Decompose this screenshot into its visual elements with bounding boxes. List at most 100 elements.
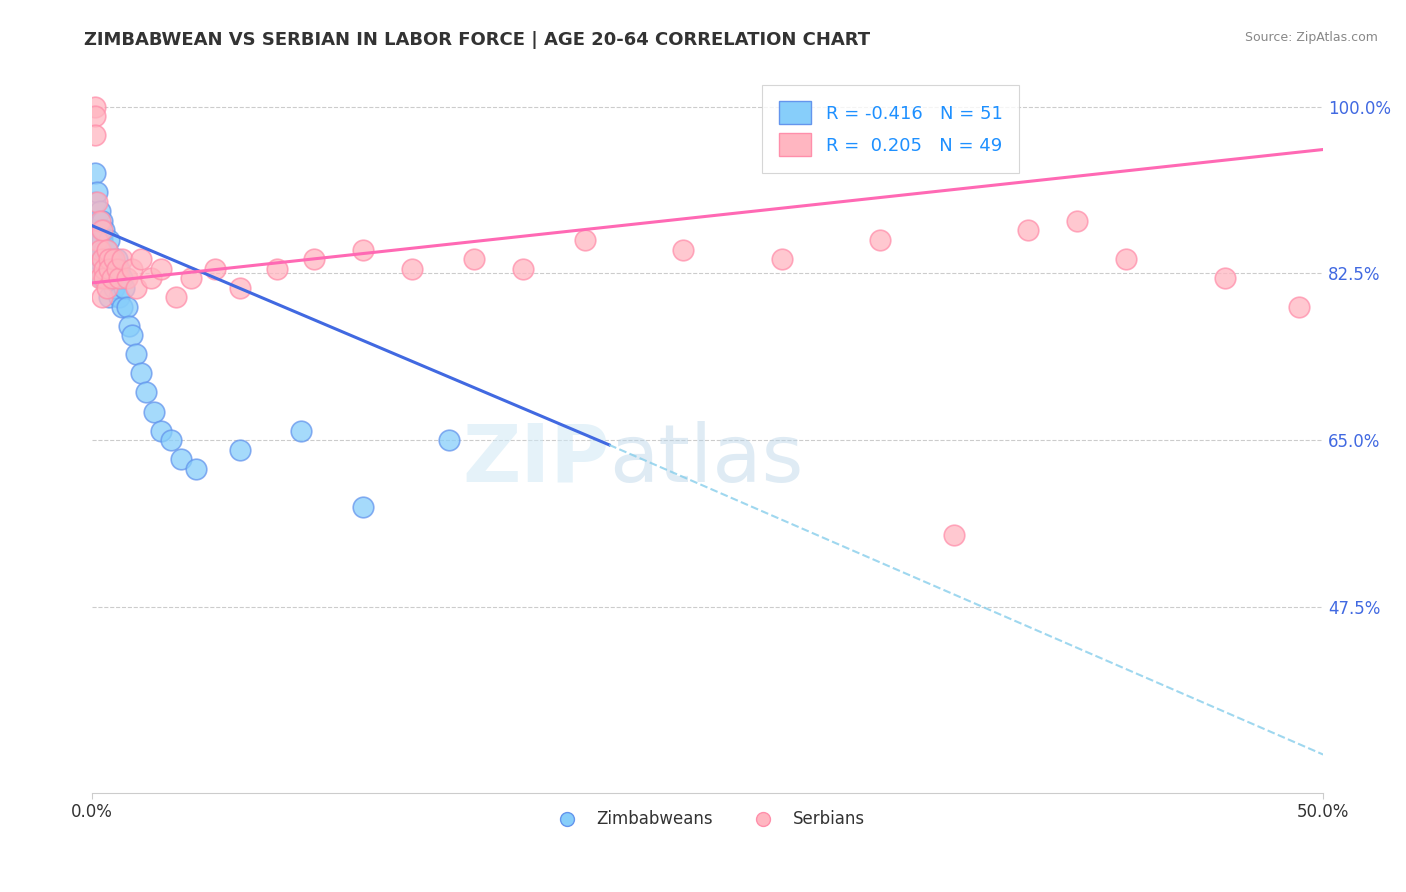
Point <box>98 290 121 304</box>
Point <box>229 442 252 457</box>
Point <box>89 243 111 257</box>
Point <box>89 223 111 237</box>
Point <box>89 233 111 247</box>
Point <box>1066 214 1088 228</box>
Text: ZIP: ZIP <box>463 420 609 499</box>
Point <box>96 243 118 257</box>
Point <box>942 528 965 542</box>
Point <box>91 223 114 237</box>
Point <box>869 233 891 247</box>
Point <box>115 271 138 285</box>
Point <box>103 280 125 294</box>
Point <box>111 300 134 314</box>
Point <box>1213 271 1236 285</box>
Point <box>672 243 695 257</box>
Point <box>401 261 423 276</box>
Point <box>111 271 134 285</box>
Text: atlas: atlas <box>609 420 804 499</box>
Point <box>112 280 135 294</box>
Point <box>108 261 131 276</box>
Point <box>93 261 115 276</box>
Point <box>96 252 118 266</box>
Point <box>165 290 187 304</box>
Point <box>103 252 125 266</box>
Point <box>125 280 148 294</box>
Point <box>91 252 114 266</box>
Point <box>86 194 108 209</box>
Point <box>98 261 121 276</box>
Point <box>91 233 114 247</box>
Point <box>204 261 226 276</box>
Text: ZIMBABWEAN VS SERBIAN IN LABOR FORCE | AGE 20-64 CORRELATION CHART: ZIMBABWEAN VS SERBIAN IN LABOR FORCE | A… <box>84 31 870 49</box>
Point <box>91 252 114 266</box>
Point <box>135 385 157 400</box>
Point <box>91 271 114 285</box>
Point <box>131 252 153 266</box>
Point <box>121 328 143 343</box>
Point <box>160 433 183 447</box>
Point <box>352 500 374 514</box>
Point <box>150 261 173 276</box>
Point <box>93 261 115 276</box>
Point <box>98 252 121 266</box>
Point <box>111 252 134 266</box>
Point <box>1017 223 1039 237</box>
Point <box>118 318 141 333</box>
Point <box>93 223 115 237</box>
Point <box>96 271 118 285</box>
Point <box>83 166 105 180</box>
Point <box>184 461 207 475</box>
Point <box>512 261 534 276</box>
Point <box>142 404 165 418</box>
Point <box>266 261 288 276</box>
Point <box>98 233 121 247</box>
Point <box>141 271 163 285</box>
Point <box>574 233 596 247</box>
Point <box>83 194 105 209</box>
Point <box>86 214 108 228</box>
Point <box>93 243 115 257</box>
Point <box>86 252 108 266</box>
Point <box>93 271 115 285</box>
Point <box>108 290 131 304</box>
Text: Source: ZipAtlas.com: Source: ZipAtlas.com <box>1244 31 1378 45</box>
Point <box>290 424 312 438</box>
Point <box>83 223 105 237</box>
Point <box>89 204 111 219</box>
Point <box>302 252 325 266</box>
Point <box>115 300 138 314</box>
Point <box>89 243 111 257</box>
Point <box>89 214 111 228</box>
Point <box>463 252 485 266</box>
Point <box>83 128 105 143</box>
Point <box>131 367 153 381</box>
Point <box>150 424 173 438</box>
Point <box>103 261 125 276</box>
Point <box>89 261 111 276</box>
Point <box>91 214 114 228</box>
Point <box>105 271 128 285</box>
Point <box>89 271 111 285</box>
Point <box>170 452 193 467</box>
Point <box>86 233 108 247</box>
Point <box>96 243 118 257</box>
Point <box>83 109 105 123</box>
Point <box>101 271 124 285</box>
Point <box>1115 252 1137 266</box>
Point <box>125 347 148 361</box>
Point <box>101 271 124 285</box>
Point <box>105 261 128 276</box>
Point <box>121 261 143 276</box>
Point <box>96 280 118 294</box>
Point <box>86 261 108 276</box>
Point <box>101 252 124 266</box>
Point <box>105 252 128 266</box>
Point <box>770 252 793 266</box>
Point <box>352 243 374 257</box>
Point <box>86 233 108 247</box>
Point <box>91 290 114 304</box>
Point <box>1288 300 1310 314</box>
Point <box>98 261 121 276</box>
Point <box>86 186 108 200</box>
Point <box>83 100 105 114</box>
